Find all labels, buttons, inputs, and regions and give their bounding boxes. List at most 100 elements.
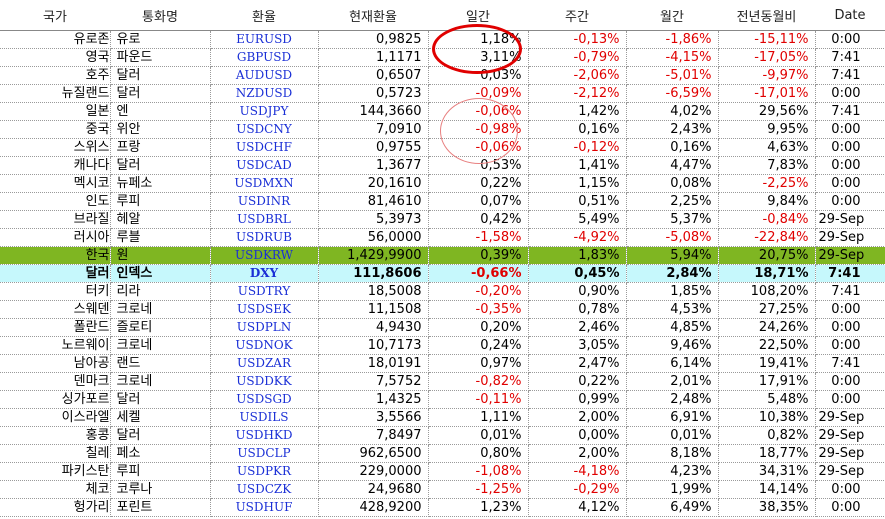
country-cell[interactable]: 칠레 — [0, 444, 111, 463]
ticker-cell[interactable]: USDCAD — [210, 156, 319, 175]
ticker-cell[interactable]: USDTRY — [210, 282, 319, 301]
yoy-change-cell[interactable]: 24,26% — [718, 318, 816, 337]
currency-cell[interactable]: 리라 — [110, 282, 211, 301]
currency-cell[interactable]: 원 — [110, 246, 211, 265]
country-cell[interactable]: 노르웨이 — [0, 336, 111, 355]
current-rate-cell[interactable]: 18,0191 — [318, 354, 429, 373]
current-rate-cell[interactable]: 0,5723 — [318, 84, 429, 103]
date-cell[interactable]: 0:00 — [815, 480, 885, 499]
yoy-change-cell[interactable]: -17,01% — [718, 84, 816, 103]
daily-change-cell[interactable]: -0,35% — [428, 300, 529, 319]
date-cell[interactable]: 29-Sep — [815, 246, 885, 265]
daily-change-cell[interactable]: 3,11% — [428, 48, 529, 67]
yoy-change-cell[interactable]: 34,31% — [718, 462, 816, 481]
country-cell[interactable]: 스웨덴 — [0, 300, 111, 319]
country-cell[interactable]: 폴란드 — [0, 318, 111, 337]
ticker-cell[interactable]: USDILS — [210, 408, 319, 427]
current-rate-cell[interactable]: 111,8606 — [318, 264, 429, 283]
daily-change-cell[interactable]: 0,07% — [428, 192, 529, 211]
date-cell[interactable]: 0:00 — [815, 336, 885, 355]
yoy-change-cell[interactable]: 9,84% — [718, 192, 816, 211]
daily-change-cell[interactable]: -0,66% — [428, 264, 529, 283]
currency-cell[interactable]: 세켈 — [110, 408, 211, 427]
current-rate-cell[interactable]: 0,9825 — [318, 30, 429, 49]
yoy-change-cell[interactable]: -17,05% — [718, 48, 816, 67]
current-rate-cell[interactable]: 1,3677 — [318, 156, 429, 175]
monthly-change-cell[interactable]: 0,01% — [626, 426, 719, 445]
currency-cell[interactable]: 크로네 — [110, 372, 211, 391]
country-cell[interactable]: 파키스탄 — [0, 462, 111, 481]
current-rate-cell[interactable]: 7,5752 — [318, 372, 429, 391]
weekly-change-cell[interactable]: 2,46% — [528, 318, 627, 337]
date-cell[interactable]: 0:00 — [815, 84, 885, 103]
date-cell[interactable]: 0:00 — [815, 498, 885, 517]
date-cell[interactable]: 0:00 — [815, 174, 885, 193]
weekly-change-cell[interactable]: 0,99% — [528, 390, 627, 409]
weekly-change-cell[interactable]: 0,45% — [528, 264, 627, 283]
weekly-change-cell[interactable]: 0,22% — [528, 372, 627, 391]
current-rate-cell[interactable]: 962,6500 — [318, 444, 429, 463]
country-cell[interactable]: 일본 — [0, 102, 111, 121]
country-cell[interactable]: 달러 — [0, 264, 111, 283]
daily-change-cell[interactable]: -0,06% — [428, 102, 529, 121]
weekly-change-cell[interactable]: 0,78% — [528, 300, 627, 319]
header-currency[interactable]: 통화명 — [110, 0, 210, 31]
weekly-change-cell[interactable]: 0,16% — [528, 120, 627, 139]
weekly-change-cell[interactable]: 0,51% — [528, 192, 627, 211]
currency-cell[interactable]: 파운드 — [110, 48, 211, 67]
yoy-change-cell[interactable]: -9,97% — [718, 66, 816, 85]
yoy-change-cell[interactable]: 14,14% — [718, 480, 816, 499]
monthly-change-cell[interactable]: 6,91% — [626, 408, 719, 427]
current-rate-cell[interactable]: 1,429,9900 — [318, 246, 429, 265]
yoy-change-cell[interactable]: 29,56% — [718, 102, 816, 121]
date-cell[interactable]: 7:41 — [815, 354, 885, 373]
country-cell[interactable]: 뉴질랜드 — [0, 84, 111, 103]
currency-cell[interactable]: 달러 — [110, 390, 211, 409]
yoy-change-cell[interactable]: 10,38% — [718, 408, 816, 427]
currency-cell[interactable]: 뉴페소 — [110, 174, 211, 193]
date-cell[interactable]: 29-Sep — [815, 210, 885, 229]
currency-cell[interactable]: 코루나 — [110, 480, 211, 499]
daily-change-cell[interactable]: 0,42% — [428, 210, 529, 229]
yoy-change-cell[interactable]: 22,50% — [718, 336, 816, 355]
ticker-cell[interactable]: USDHUF — [210, 498, 319, 517]
yoy-change-cell[interactable]: 18,77% — [718, 444, 816, 463]
yoy-change-cell[interactable]: 108,20% — [718, 282, 816, 301]
monthly-change-cell[interactable]: 2,01% — [626, 372, 719, 391]
yoy-change-cell[interactable]: 38,35% — [718, 498, 816, 517]
monthly-change-cell[interactable]: 5,37% — [626, 210, 719, 229]
yoy-change-cell[interactable]: 7,83% — [718, 156, 816, 175]
daily-change-cell[interactable]: 0,39% — [428, 246, 529, 265]
daily-change-cell[interactable]: 0,01% — [428, 426, 529, 445]
country-cell[interactable]: 중국 — [0, 120, 111, 139]
currency-cell[interactable]: 달러 — [110, 156, 211, 175]
monthly-change-cell[interactable]: -1,86% — [626, 30, 719, 49]
country-cell[interactable]: 이스라엘 — [0, 408, 111, 427]
daily-change-cell[interactable]: -1,58% — [428, 228, 529, 247]
current-rate-cell[interactable]: 20,1610 — [318, 174, 429, 193]
header-date[interactable]: Date — [815, 0, 885, 31]
ticker-cell[interactable]: USDHKD — [210, 426, 319, 445]
monthly-change-cell[interactable]: 4,02% — [626, 102, 719, 121]
monthly-change-cell[interactable]: 2,43% — [626, 120, 719, 139]
current-rate-cell[interactable]: 5,3973 — [318, 210, 429, 229]
currency-cell[interactable]: 랜드 — [110, 354, 211, 373]
yoy-change-cell[interactable]: 27,25% — [718, 300, 816, 319]
monthly-change-cell[interactable]: -6,59% — [626, 84, 719, 103]
country-cell[interactable]: 캐나다 — [0, 156, 111, 175]
current-rate-cell[interactable]: 7,0910 — [318, 120, 429, 139]
current-rate-cell[interactable]: 0,6507 — [318, 66, 429, 85]
daily-change-cell[interactable]: -0,98% — [428, 120, 529, 139]
weekly-change-cell[interactable]: 0,00% — [528, 426, 627, 445]
header-current-rate[interactable]: 현재환율 — [318, 0, 428, 31]
ticker-cell[interactable]: USDSEK — [210, 300, 319, 319]
monthly-change-cell[interactable]: 2,84% — [626, 264, 719, 283]
current-rate-cell[interactable]: 7,8497 — [318, 426, 429, 445]
yoy-change-cell[interactable]: -22,84% — [718, 228, 816, 247]
country-cell[interactable]: 헝가리 — [0, 498, 111, 517]
date-cell[interactable]: 29-Sep — [815, 426, 885, 445]
currency-cell[interactable]: 달러 — [110, 426, 211, 445]
daily-change-cell[interactable]: 0,24% — [428, 336, 529, 355]
date-cell[interactable]: 7:41 — [815, 282, 885, 301]
date-cell[interactable]: 0:00 — [815, 372, 885, 391]
